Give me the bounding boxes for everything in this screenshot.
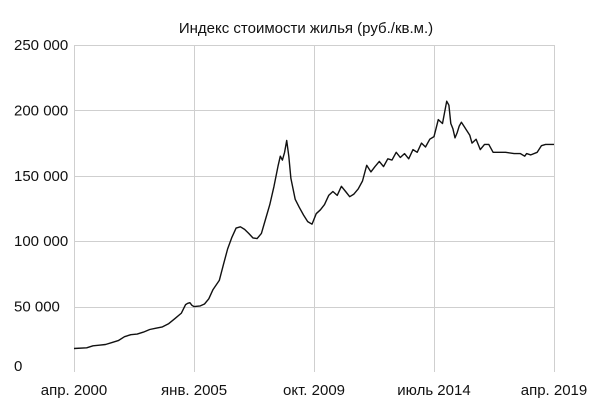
x-tick-label: янв. 2005 [161,382,227,399]
y-tick-label: 0 [14,358,22,375]
y-tick-label: 50 000 [14,299,60,316]
y-axis-ticks: 0 50 000 100 000 150 000 200 000 250 000 [14,37,68,375]
y-tick-label: 100 000 [14,233,68,250]
x-tick-label: апр. 2000 [41,382,108,399]
x-tick-label: апр. 2019 [521,382,588,399]
y-tick-label: 200 000 [14,102,68,119]
grid [74,45,555,372]
y-tick-label: 150 000 [14,168,68,185]
x-tick-label: окт. 2009 [283,382,345,399]
x-tick-label: июль 2014 [397,382,470,399]
y-tick-label: 250 000 [14,37,68,54]
chart-title: Индекс стоимости жилья (руб./кв.м.) [179,20,433,37]
series-line [73,100,554,350]
x-axis-ticks: апр. 2000 янв. 2005 окт. 2009 июль 2014 апр.… [41,382,588,399]
